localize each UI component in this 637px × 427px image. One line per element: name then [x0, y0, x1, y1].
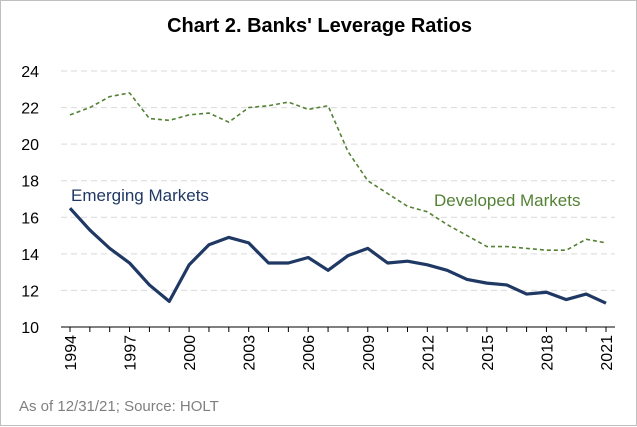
y-tick-label: 24 — [21, 64, 39, 81]
x-tick-label: 1997 — [123, 335, 140, 371]
y-tick-label: 18 — [21, 174, 39, 191]
developed-markets-line — [69, 92, 607, 251]
emerging-markets-label: Emerging Markets — [71, 186, 209, 205]
x-tick-label: 2000 — [182, 335, 199, 371]
x-tick-label: 2021 — [599, 335, 616, 371]
y-tick-label: 16 — [21, 210, 39, 227]
x-tick-label: 2018 — [539, 335, 556, 371]
y-tick-label: 10 — [21, 320, 39, 337]
y-tick-label: 14 — [21, 247, 39, 264]
developed-markets-label: Developed Markets — [434, 191, 580, 210]
x-tick-label: 2006 — [301, 335, 318, 371]
x-tick-label: 2003 — [242, 335, 259, 371]
y-tick-label: 22 — [21, 101, 39, 118]
source-note: As of 12/31/21; Source: HOLT — [19, 398, 219, 415]
chart-title: Chart 2. Banks' Leverage Ratios — [167, 15, 472, 37]
x-tick-label: 2012 — [420, 335, 437, 371]
emerging-markets-line — [68, 207, 607, 305]
x-tick-label: 2015 — [480, 335, 497, 371]
y-tick-label: 12 — [21, 283, 39, 300]
x-tick-label: 1994 — [63, 335, 80, 371]
x-tick-label: 2009 — [361, 335, 378, 371]
y-tick-label: 20 — [21, 137, 39, 154]
